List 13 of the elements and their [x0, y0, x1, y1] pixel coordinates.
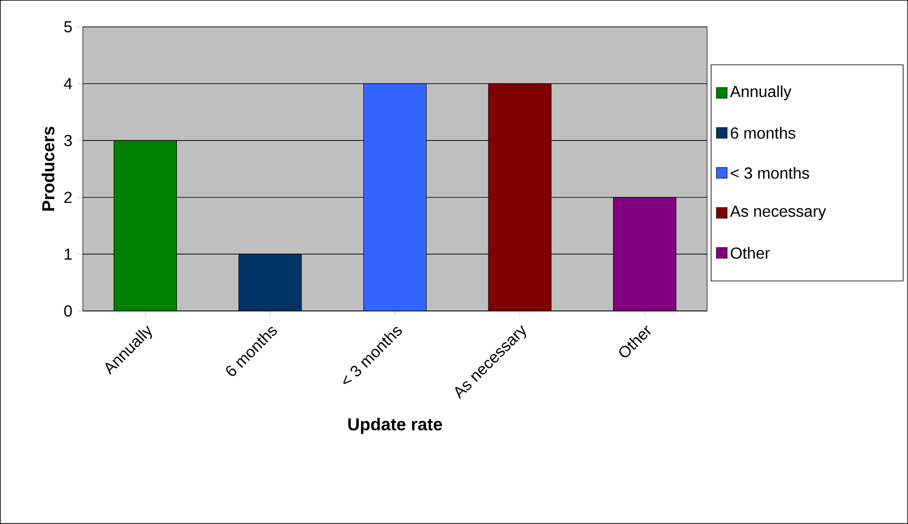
y-tick-label: 4 — [64, 78, 72, 90]
y-tick-label: 3 — [64, 134, 72, 146]
y-tick-label: 2 — [64, 192, 72, 203]
legend-label: 6 months — [730, 127, 796, 139]
x-axis-title: Update rate — [348, 418, 442, 434]
legend-label: Annually — [730, 85, 792, 100]
legend-label: As necessary — [730, 206, 826, 220]
legend-label: < 3 months — [730, 167, 810, 179]
y-axis-title: Producers — [42, 126, 54, 211]
y-tick-label: 5 — [64, 21, 72, 32]
y-tick-label: 0 — [64, 305, 72, 317]
legend-label: Other — [730, 247, 770, 259]
y-tick-label: 1 — [64, 248, 72, 260]
